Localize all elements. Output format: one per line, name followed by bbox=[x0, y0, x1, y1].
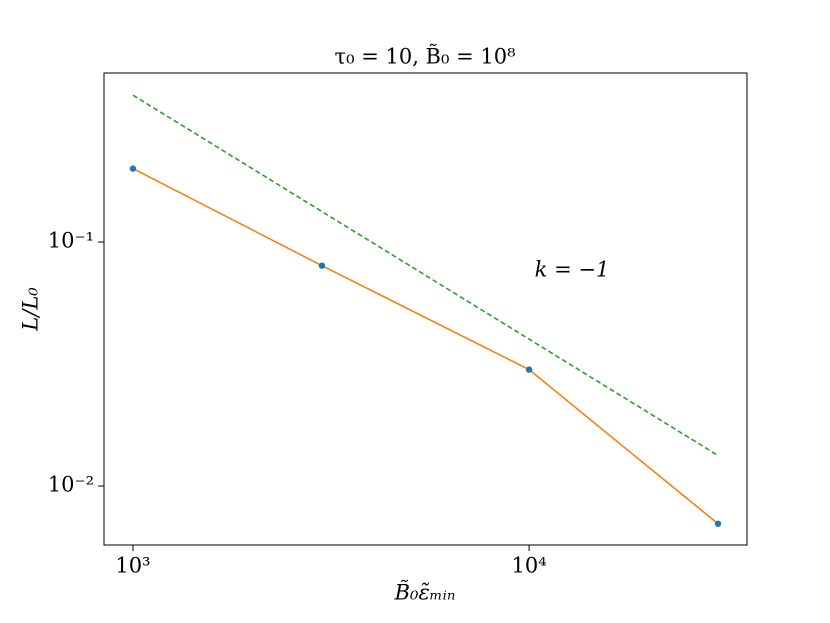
chart-title: τ₀ = 10, B̃₀ = 10⁸ bbox=[335, 45, 516, 69]
y-tick-label: 10⁻² bbox=[48, 472, 94, 496]
x-tick-label: 10³ bbox=[115, 554, 150, 578]
annotation: k = −1 bbox=[535, 258, 610, 282]
y-tick-label: 10⁻¹ bbox=[48, 229, 94, 253]
x-tick-label: 10⁴ bbox=[511, 554, 546, 578]
data-point bbox=[714, 520, 722, 527]
data-point bbox=[525, 366, 533, 373]
data-point bbox=[318, 262, 326, 269]
data-point bbox=[129, 165, 137, 172]
series-line bbox=[132, 167, 719, 525]
plot-frame bbox=[103, 72, 748, 546]
y-axis-label: L/L₀ bbox=[19, 287, 43, 332]
x-axis-label: B̃₀ε̃ₘᵢₙ bbox=[394, 581, 456, 605]
series-line bbox=[132, 94, 719, 457]
